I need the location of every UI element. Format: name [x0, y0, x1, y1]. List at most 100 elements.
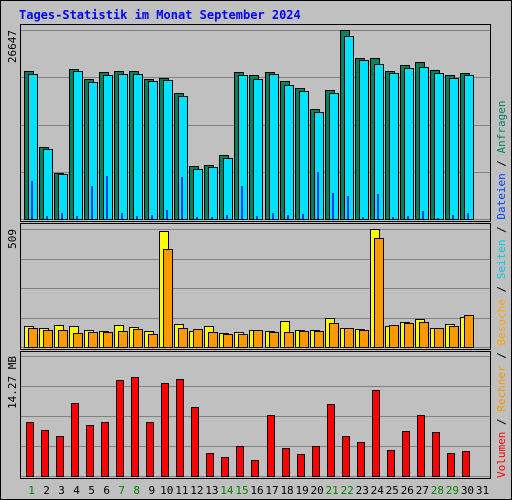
bar-dateien-day-8 [136, 216, 138, 219]
legend-item: Volumen [495, 432, 508, 478]
bar-dateien-day-28 [437, 218, 439, 219]
bar-seiten2-day-17 [269, 332, 279, 348]
bar-dateien-day-11 [181, 177, 183, 219]
bar-seiten-day-30 [464, 75, 474, 220]
day-label-12: 12 [190, 484, 203, 497]
bar-dateien-day-9 [151, 215, 153, 219]
bar-volumen-day-30 [462, 451, 470, 477]
bar-seiten2-day-16 [253, 330, 263, 348]
day-label-28: 28 [431, 484, 444, 497]
day-label-24: 24 [371, 484, 385, 497]
bar-seiten-day-5 [88, 82, 98, 220]
bar-seiten2-day-29 [449, 326, 459, 348]
panel-3 [20, 351, 491, 479]
bar-volumen-day-6 [101, 422, 109, 477]
day-label-23: 23 [356, 484, 369, 497]
day-label-7: 7 [118, 484, 125, 497]
bar-volumen-day-17 [267, 415, 275, 477]
bar-volumen-day-26 [402, 431, 410, 477]
bar-volumen-day-15 [236, 446, 244, 477]
bar-seiten2-day-5 [88, 332, 98, 348]
bar-seiten2-day-24 [374, 238, 384, 348]
chart-title: Tages-Statistik im Monat September 2024 [19, 8, 301, 22]
bar-seiten2-day-4 [73, 333, 83, 348]
bar-dateien-day-19 [302, 214, 304, 219]
bar-volumen-day-10 [161, 383, 169, 477]
bar-volumen-day-1 [26, 422, 34, 477]
bar-seiten-day-4 [73, 71, 83, 220]
day-label-14: 14 [220, 484, 234, 497]
bar-seiten2-day-23 [359, 330, 369, 348]
bar-dateien-day-21 [332, 193, 334, 219]
bar-dateien-day-12 [196, 217, 198, 219]
bar-dateien-day-10 [166, 210, 168, 219]
bar-dateien-day-23 [362, 217, 364, 219]
day-label-25: 25 [386, 484, 399, 497]
day-label-5: 5 [88, 484, 95, 497]
bar-volumen-day-23 [357, 442, 365, 477]
day-label-11: 11 [175, 484, 188, 497]
bar-dateien-day-26 [407, 216, 409, 219]
bar-seiten-day-23 [359, 60, 369, 220]
bar-seiten2-day-6 [103, 332, 113, 348]
bar-dateien-day-4 [76, 216, 78, 219]
bar-seiten2-day-25 [389, 325, 399, 348]
bar-dateien-day-2 [46, 216, 48, 219]
day-label-29: 29 [446, 484, 459, 497]
bar-volumen-day-27 [417, 415, 425, 477]
bar-seiten-day-25 [389, 73, 399, 220]
bar-seiten-day-6 [103, 75, 113, 220]
legend-item: Anfragen [495, 100, 508, 153]
bar-dateien-day-15 [241, 186, 243, 219]
bar-seiten-day-13 [208, 167, 218, 220]
day-label-30: 30 [461, 484, 474, 497]
day-label-8: 8 [133, 484, 140, 497]
bar-dateien-day-30 [467, 213, 469, 219]
bar-seiten2-day-8 [133, 329, 143, 348]
bar-seiten-day-14 [223, 158, 233, 220]
bar-volumen-day-4 [71, 403, 79, 477]
bar-dateien-day-16 [256, 216, 258, 219]
bar-seiten-day-24 [374, 64, 384, 220]
bar-seiten2-day-11 [178, 328, 188, 348]
day-label-20: 20 [311, 484, 324, 497]
bar-seiten2-day-3 [58, 330, 68, 348]
bar-dateien-day-1 [31, 181, 33, 219]
panel-max-label: 14.27 MB [6, 356, 19, 409]
bar-dateien-day-7 [121, 213, 123, 219]
legend-item: / [495, 220, 508, 240]
bar-volumen-day-11 [176, 379, 184, 477]
bar-seiten-day-28 [434, 73, 444, 220]
legend: Volumen / Rechner / Besuche / Seiten / D… [495, 100, 508, 478]
legend-item: / [495, 153, 508, 173]
day-label-6: 6 [103, 484, 110, 497]
day-label-1: 1 [28, 484, 35, 497]
day-label-3: 3 [58, 484, 65, 497]
day-label-17: 17 [265, 484, 278, 497]
day-label-27: 27 [416, 484, 429, 497]
legend-item: / [495, 346, 508, 366]
bar-dateien-day-14 [226, 215, 228, 219]
bar-seiten-day-11 [178, 96, 188, 220]
bar-seiten2-day-20 [314, 331, 324, 348]
bar-seiten-day-1 [28, 74, 38, 220]
bar-volumen-day-9 [146, 422, 154, 477]
day-label-21: 21 [326, 484, 339, 497]
bar-volumen-day-19 [297, 454, 305, 477]
bar-seiten2-day-9 [148, 334, 158, 348]
bar-seiten2-day-14 [223, 334, 233, 348]
bar-seiten-day-15 [238, 75, 248, 220]
legend-item: Dateien [495, 173, 508, 219]
bar-seiten2-day-22 [344, 328, 354, 348]
bar-seiten-day-26 [404, 68, 414, 220]
bar-dateien-day-3 [61, 213, 63, 219]
bar-seiten2-day-13 [208, 332, 218, 348]
day-label-13: 13 [205, 484, 218, 497]
day-label-9: 9 [148, 484, 155, 497]
bar-dateien-day-17 [272, 213, 274, 219]
bar-volumen-day-2 [41, 430, 49, 477]
bar-volumen-day-24 [372, 390, 380, 477]
bar-dateien-day-18 [287, 215, 289, 219]
bar-volumen-day-25 [387, 450, 395, 477]
day-label-26: 26 [401, 484, 414, 497]
